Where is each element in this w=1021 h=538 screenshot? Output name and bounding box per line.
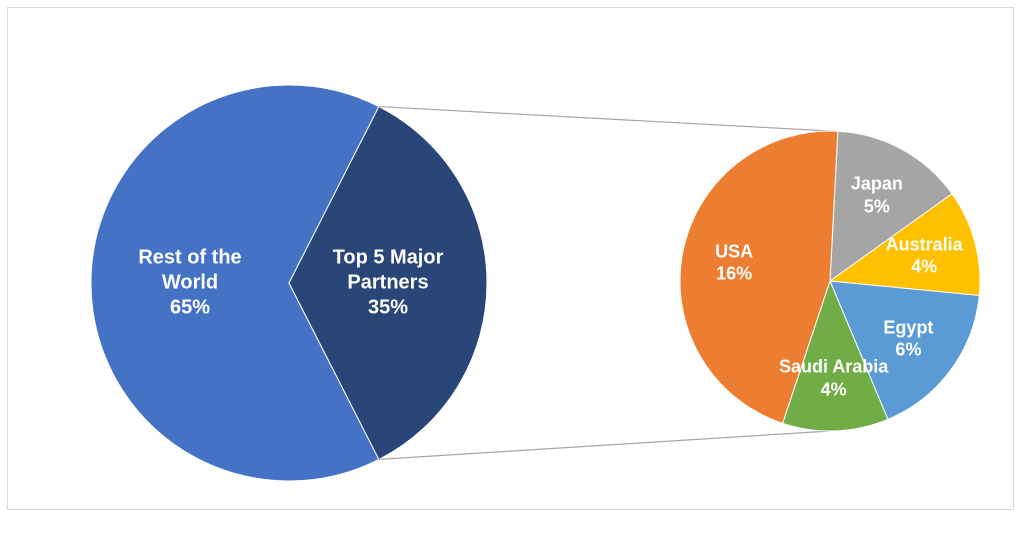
slice-value-label: 35% <box>367 296 409 319</box>
slice-label: Egypt 6% <box>883 316 933 361</box>
slice-value-label: 6% <box>895 339 922 360</box>
slice-name: Top 5 Major Partners <box>332 246 444 294</box>
slice-name: Rest of the World <box>138 246 242 294</box>
pie-slice <box>828 193 981 297</box>
pie-slice <box>90 84 380 482</box>
pie-slice <box>829 130 953 283</box>
slice-label: Australia 4% <box>886 233 963 278</box>
slice-value-label: 4% <box>820 379 847 400</box>
slice-value-label: 5% <box>863 196 890 217</box>
slice-label: Top 5 Major Partners 35% <box>313 246 463 321</box>
connector-line <box>378 105 831 132</box>
slice-name: Australia <box>885 234 963 255</box>
slice-name: Japan <box>850 173 903 194</box>
pie-slice <box>781 279 889 432</box>
slice-label: Rest of the World 65% <box>115 246 265 321</box>
pie-slice <box>829 280 980 421</box>
slice-name: USA <box>715 241 754 262</box>
slice-name: Saudi Arabia <box>778 356 889 377</box>
slice-label: USA 16% <box>715 240 753 285</box>
slice-value-label: 65% <box>169 296 211 319</box>
pie-slice <box>288 105 488 461</box>
slice-name: Egypt <box>883 317 934 338</box>
slice-value-label: 16% <box>716 263 753 284</box>
slice-label: Japan 5% <box>851 173 903 218</box>
pie-slice <box>679 130 839 424</box>
slice-value-label: 4% <box>911 256 938 277</box>
connector-line <box>378 430 831 461</box>
slice-label: Saudi Arabia 4% <box>779 356 888 401</box>
